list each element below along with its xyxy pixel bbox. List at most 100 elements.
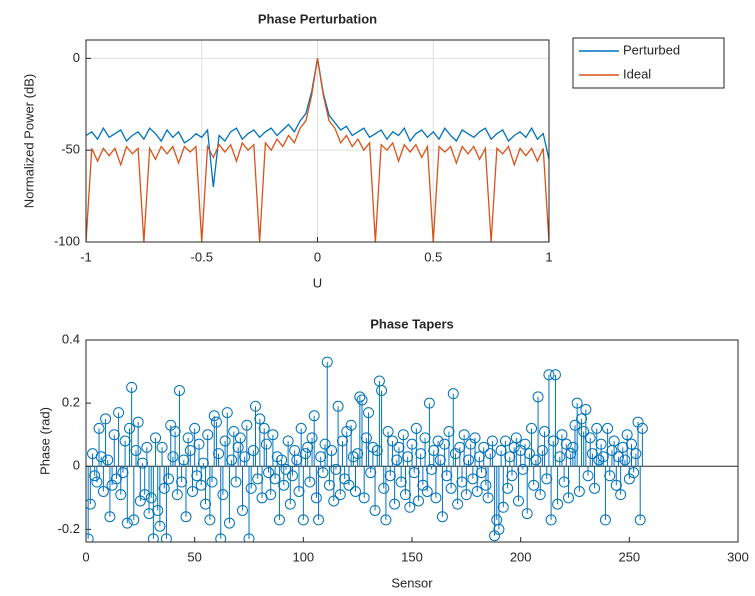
x-axis-label: U [313,275,322,290]
x-axis-label: Sensor [391,575,433,590]
stem-marker [273,514,285,526]
stem-marker [236,504,248,516]
stem-marker [306,432,318,444]
stem-marker [358,492,370,504]
stem-marker [295,422,307,434]
stem-marker [89,470,101,482]
stem-marker [421,486,433,497]
stem-marker [128,514,140,526]
stem-marker [97,486,109,497]
stem-marker [206,476,218,488]
stem-marker [536,444,548,456]
stem-marker [315,451,327,463]
stem-marker [91,476,103,488]
stem-marker [565,448,577,460]
stem-marker [454,441,466,453]
series-line [86,58,549,242]
stem-marker [571,397,583,409]
chart-title: Phase Perturbation [258,11,377,26]
stem-marker [95,451,107,463]
stem-marker [532,391,544,403]
y-tick-label: -50 [61,142,80,157]
stem-marker [630,448,642,460]
stem-marker [93,422,105,434]
stem-marker [543,369,555,381]
stem-marker [241,419,253,431]
stem-marker [549,369,561,381]
stem-marker [602,422,614,434]
stem-marker [226,454,238,466]
chart-title: Phase Tapers [370,316,454,331]
axes-box [85,39,550,243]
stem-marker [439,438,451,450]
stem-marker [413,495,425,507]
stem-marker [204,514,216,526]
y-tick-label: -0.2 [58,521,80,536]
stem-marker [584,432,596,444]
stem-marker [171,489,183,501]
stem-marker [154,520,166,532]
stem-marker [523,448,535,460]
stem-marker [319,438,331,450]
stem-marker [552,498,564,510]
stem-marker [352,448,364,460]
y-tick-label: 0.2 [62,395,80,410]
stem-marker [473,451,485,463]
stem-marker [365,467,377,479]
stem-marker [569,419,581,431]
stem-marker [612,451,624,463]
x-tick-label: -1 [80,249,92,264]
x-tick-label: 0.5 [424,249,442,264]
stem-marker [502,482,514,494]
y-tick-label: 0 [73,458,80,473]
stem-marker [332,400,344,412]
stem-marker [145,492,157,504]
stem-marker [202,429,214,441]
stem-marker [334,489,346,501]
stem-marker [130,444,142,456]
stem-marker [560,438,572,450]
stem-marker [328,495,340,507]
stem-marker [445,482,457,494]
stem-marker [156,441,168,453]
stem-marker [276,454,288,466]
stem-marker [102,454,114,466]
stem-marker [137,457,149,469]
stem-marker [126,381,138,393]
stem-marker [258,422,270,434]
stem-marker [406,438,418,450]
stem-marker [621,429,633,441]
stem-marker [554,451,566,463]
stem-marker [580,403,592,415]
stem-marker [636,422,648,434]
stem-marker [610,479,622,491]
stem-marker [195,479,207,491]
stem-marker [386,435,398,447]
stem-marker [139,489,151,501]
stem-marker [297,514,309,526]
stem-marker [376,385,388,396]
stem-marker [408,467,420,479]
stem-marker [423,397,435,409]
stem-marker [176,476,188,488]
stem-marker [476,467,488,479]
x-tick-label: 250 [618,549,640,564]
stem-marker [493,523,505,535]
x-tick-label: 0 [82,549,89,564]
stem-marker [582,470,594,482]
stem-marker [545,514,557,526]
stem-marker [360,432,372,444]
stem-marker [426,463,438,475]
stem-marker [604,470,616,482]
stem-marker [443,426,455,438]
stem-marker [113,407,125,419]
stem-marker [269,473,281,485]
stem-marker [562,492,574,504]
stem-marker [223,517,235,529]
stem-marker [380,514,392,526]
stem-marker [252,473,264,485]
stem-marker [217,489,229,501]
stem-marker [304,476,316,488]
stem-marker [482,492,494,504]
stem-marker [219,435,231,447]
